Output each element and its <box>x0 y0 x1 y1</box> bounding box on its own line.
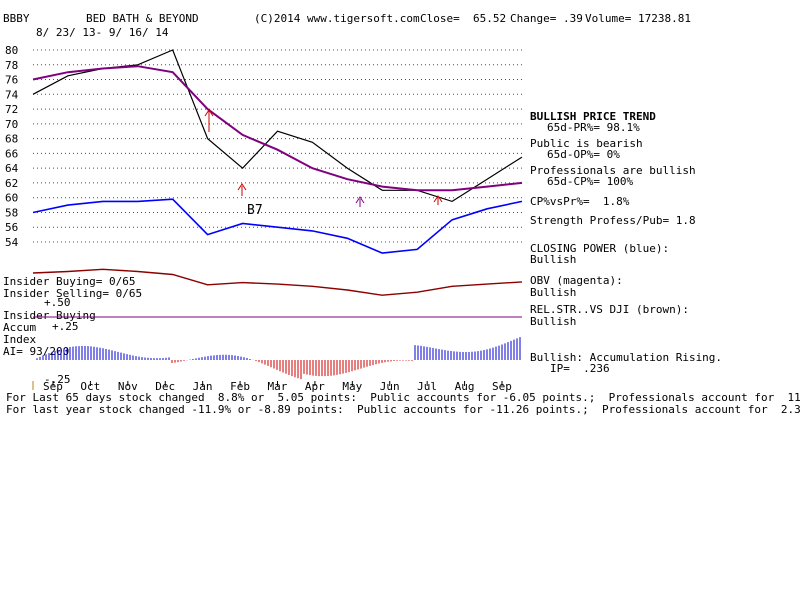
y-tick-label: 60 <box>5 192 18 205</box>
cp-value: 65d-CP%= 100% <box>547 175 634 188</box>
strength-ratio: Strength Profess/Pub= 1.8 <box>530 214 696 227</box>
grid <box>33 49 522 243</box>
x-tick-label: Jan <box>193 380 213 393</box>
ip-value: IP= .236 <box>550 362 610 375</box>
accumulation-status: Bullish: Accumulation Rising. <box>530 351 723 364</box>
moving-average-line <box>32 65 523 192</box>
insider-buying: Insider Buying= 0/65 <box>3 275 136 288</box>
y-tick-label: 58 <box>5 206 18 219</box>
footer-last-year: For last year stock changed -11.9% or -8… <box>6 403 800 416</box>
ticker: BBBY <box>3 12 30 25</box>
obv-label: OBV (magenta): <box>530 274 623 287</box>
x-tick-label: May <box>342 380 362 393</box>
x-tick-label: Oct <box>80 380 100 393</box>
accum-label: Accum <box>3 321 37 334</box>
x-tick-label: Dec <box>155 380 175 393</box>
arrow-markers <box>204 109 443 207</box>
arrow-marker <box>433 195 443 205</box>
x-tick-label: Apr <box>305 380 325 393</box>
relstr-label: REL.STR..VS DJI (brown): <box>530 303 689 316</box>
insider-selling: Insider Selling= 0/65 <box>3 287 143 300</box>
x-tick-label: Sep <box>43 380 63 393</box>
arrow-marker <box>237 183 247 196</box>
x-axis-ticks: Sep Oct Nov Dec Jan Feb Mar Apr May Jun Jul Aug Sep <box>43 380 512 393</box>
ai-tick-top: +.50 <box>44 296 71 309</box>
arrow-marker <box>204 109 214 132</box>
y-tick-label: 74 <box>5 88 19 101</box>
pr-value: 65d-PR%= 98.1% <box>547 121 640 134</box>
relstr-status: Bullish <box>530 315 577 328</box>
insider-buying-label: Insider Buying <box>3 309 96 322</box>
closing-power-line <box>32 198 523 254</box>
y-tick-label: 78 <box>5 59 18 72</box>
y-tick-label: 62 <box>5 177 18 190</box>
y-tick-label: 54 <box>5 236 19 249</box>
public-status: Public is bearish <box>530 137 643 150</box>
copyright: (C)2014 www.tigersoft.com <box>254 12 420 25</box>
b7-signal-label: B7 <box>247 203 263 218</box>
cp-vs-pr: CP%vsPr%= 1.8% <box>530 195 630 208</box>
y-tick-label: 68 <box>5 133 18 146</box>
y-tick-label: 80 <box>5 44 18 57</box>
x-tick-label: Jul <box>417 380 437 393</box>
y-tick-label: 64 <box>5 162 19 175</box>
y-tick-label: 72 <box>5 103 18 116</box>
y-tick-label: 56 <box>5 221 18 234</box>
date-range: 8/ 23/ 13- 9/ 16/ 14 <box>36 26 169 39</box>
arrow-marker <box>355 196 365 207</box>
ai-value: AI= 93/200 <box>3 345 70 358</box>
x-tick-label: Feb <box>230 380 250 393</box>
price-line <box>32 49 523 203</box>
change-value: Change= .39 <box>510 12 583 25</box>
x-tick-label: Mar <box>268 380 288 393</box>
y-tick-label: 76 <box>5 74 18 87</box>
trend-title: BULLISH PRICE TREND <box>530 110 656 123</box>
professionals-status: Professionals are bullish <box>530 164 696 177</box>
obv-status: Bullish <box>530 286 577 299</box>
op-value: 65d-OP%= 0% <box>547 148 620 161</box>
footer-65-days: For Last 65 days stock changed 8.8% or 5… <box>6 391 800 404</box>
relative-strength-line <box>32 268 523 296</box>
x-tick-label: Nov <box>118 380 138 393</box>
y-tick-label: 70 <box>5 118 18 131</box>
accumulation-bars <box>36 337 521 380</box>
ai-tick-bottom: -.25 <box>44 373 71 386</box>
index-label: Index <box>3 333 37 346</box>
company-name: BED BATH & BEYOND <box>86 12 199 25</box>
y-tick-label: 66 <box>5 147 18 160</box>
x-tick-label: Aug <box>455 380 475 393</box>
closing-power-status: Bullish <box>530 253 577 266</box>
x-tick-label: Jun <box>380 380 400 393</box>
series-lines <box>32 49 523 296</box>
volume-value: Volume= 17238.81 <box>585 12 691 25</box>
ai-tick-mid: +.25 <box>52 320 79 333</box>
x-tick-label: Sep <box>492 380 512 393</box>
close-value: Close= 65.52 <box>420 12 507 25</box>
closing-power-label: CLOSING POWER (blue): <box>530 242 670 255</box>
